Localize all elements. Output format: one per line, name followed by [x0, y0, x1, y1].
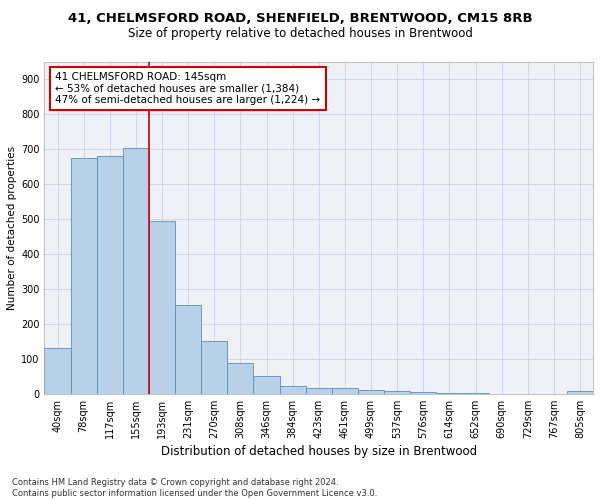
Bar — [410, 392, 436, 394]
Bar — [567, 392, 593, 394]
Text: 41, CHELMSFORD ROAD, SHENFIELD, BRENTWOOD, CM15 8RB: 41, CHELMSFORD ROAD, SHENFIELD, BRENTWOO… — [68, 12, 532, 26]
Bar — [227, 363, 253, 394]
Bar — [253, 376, 280, 394]
Bar — [123, 148, 149, 394]
X-axis label: Distribution of detached houses by size in Brentwood: Distribution of detached houses by size … — [161, 445, 477, 458]
Text: 41 CHELMSFORD ROAD: 145sqm
← 53% of detached houses are smaller (1,384)
47% of s: 41 CHELMSFORD ROAD: 145sqm ← 53% of deta… — [55, 72, 320, 105]
Bar — [332, 388, 358, 394]
Bar — [384, 391, 410, 394]
Bar — [306, 388, 332, 394]
Bar — [44, 348, 71, 394]
Text: Size of property relative to detached houses in Brentwood: Size of property relative to detached ho… — [128, 28, 472, 40]
Bar — [358, 390, 384, 394]
Y-axis label: Number of detached properties: Number of detached properties — [7, 146, 17, 310]
Bar — [280, 386, 306, 394]
Bar — [436, 393, 463, 394]
Bar — [149, 221, 175, 394]
Bar — [71, 158, 97, 394]
Text: Contains HM Land Registry data © Crown copyright and database right 2024.
Contai: Contains HM Land Registry data © Crown c… — [12, 478, 377, 498]
Bar — [175, 306, 201, 394]
Bar — [201, 342, 227, 394]
Bar — [97, 156, 123, 394]
Bar — [463, 393, 488, 394]
